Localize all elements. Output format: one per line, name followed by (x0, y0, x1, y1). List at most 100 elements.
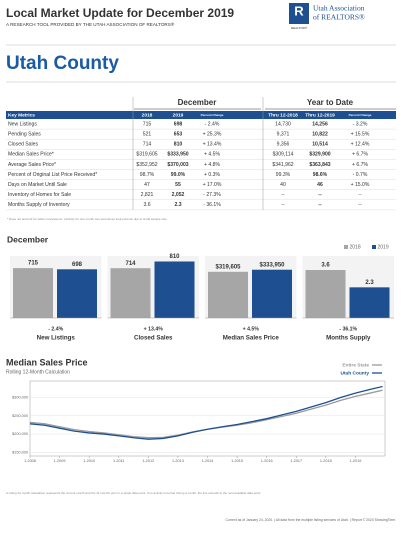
legend-label: 2019 (378, 245, 389, 251)
legend-swatch (344, 245, 348, 249)
legend-label: Utah County (340, 370, 369, 376)
table-cell: 10,822 (312, 131, 328, 137)
table-cell: 14,730 (275, 121, 291, 127)
table-cell: - 36.1% (203, 202, 221, 208)
table-cell: $370,003 (167, 162, 188, 168)
x-tick-label: 1-2015 (231, 459, 243, 463)
table-cell: -- (281, 202, 285, 208)
logo-letter: R (294, 3, 304, 18)
table-cell: $329,900 (309, 152, 330, 158)
table-cell: 98.6% (313, 172, 328, 178)
column-header: Percent Change (349, 113, 372, 117)
value-label: 2.3 (365, 280, 374, 286)
table-cell: 9,371 (277, 131, 290, 137)
chart-title: Median Sales Price (6, 357, 88, 367)
logo-mark (289, 3, 309, 24)
logo-text: of REALTORS® (313, 13, 365, 22)
table-cell: 9,356 (277, 142, 290, 148)
chart-note: A rolling 12-month calculation represent… (6, 491, 261, 495)
value-label: $319,605 (215, 264, 241, 270)
column-header: 2018 (142, 112, 153, 118)
table-cell: -- (318, 192, 322, 198)
table-cell: 46 (317, 182, 323, 188)
x-tick-label: 1-2016 (261, 459, 273, 463)
table-cell: Median Sales Price* (8, 152, 54, 158)
table-cell: $341,962 (272, 162, 293, 168)
table-cell: + 4.8% (204, 162, 220, 168)
bar (13, 268, 53, 318)
logo-text: Utah Association (313, 4, 365, 13)
x-tick-label: 1-2014 (202, 459, 214, 463)
column-header: 2019 (173, 112, 184, 118)
table-cell: + 15.0% (351, 182, 370, 188)
x-tick-label: 1-2009 (54, 459, 66, 463)
bar (252, 269, 292, 318)
table-cell: Average Sales Price* (8, 162, 56, 168)
page-title: Local Market Update for December 2019 (6, 6, 234, 20)
table-cell: Pending Sales (8, 131, 41, 137)
y-tick-label: $200,000 (12, 432, 28, 436)
change-label: - 36.1% (339, 326, 357, 332)
bar (349, 287, 390, 318)
table-cell: + 15.5% (351, 131, 370, 137)
table-cell: 521 (143, 131, 152, 137)
area-title: Utah County (6, 53, 119, 74)
x-tick-label: 1-2013 (172, 459, 184, 463)
table-cell: + 4.5% (204, 152, 220, 158)
series-line (29, 385, 383, 440)
table-cell: 653 (174, 131, 183, 137)
table-cell: Closed Sales (8, 142, 38, 148)
table-cell: -- (318, 202, 322, 208)
legend-label: 2018 (350, 245, 361, 251)
table-cell: - 0.7% (353, 172, 368, 178)
table-cell: - 27.3% (203, 192, 221, 198)
value-label: 715 (28, 261, 39, 267)
table-cell: Inventory of Homes for Sale (8, 192, 71, 198)
category-label: Closed Sales (134, 335, 173, 342)
category-label: Median Sales Price (223, 335, 280, 342)
table-cell: + 6.7% (352, 152, 368, 158)
value-label: 698 (72, 262, 83, 268)
table-header (6, 111, 396, 119)
footer: Current as of January 24, 2020. | All da… (225, 518, 396, 522)
value-label: 810 (169, 254, 180, 260)
bar (208, 271, 248, 318)
table-cell: + 25.3% (203, 131, 222, 137)
table-cell: 40 (280, 182, 286, 188)
page-subtitle: A RESEARCH TOOL PROVIDED BY THE UTAH ASS… (6, 21, 175, 27)
table-cell: -- (358, 202, 362, 208)
category-label: Months Supply (326, 335, 371, 342)
x-tick-label: 1-2018 (320, 459, 332, 463)
table-cell: 98.7% (140, 172, 155, 178)
table-cell: 2.3 (174, 202, 181, 208)
bar (154, 261, 195, 318)
table-cell: - 2.4% (205, 121, 220, 127)
table-cell: 10,514 (312, 142, 328, 148)
x-tick-label: 1-2019 (350, 459, 362, 463)
y-tick-label: $250,000 (12, 414, 28, 418)
table-cell: $319,605 (136, 152, 157, 158)
table-cell: - 3.2% (353, 121, 368, 127)
value-label: 714 (125, 261, 136, 267)
plot-area (29, 380, 386, 457)
column-header: Percent Change (201, 113, 224, 117)
bar (57, 269, 97, 318)
table-cell: + 6.7% (352, 162, 368, 168)
change-label: + 13.4% (144, 326, 164, 332)
table-cell: + 12.4% (351, 142, 370, 148)
table-cell: 14,256 (312, 121, 328, 127)
legend-label: Entire State (342, 362, 369, 368)
table-cell: $333,950 (167, 152, 188, 158)
table-cell: Percent of Original List Price Received* (8, 172, 97, 178)
x-tick-label: 1-2012 (142, 459, 154, 463)
table-cell: + 0.3% (204, 172, 220, 178)
bar (305, 270, 346, 318)
y-tick-label: $300,000 (12, 395, 28, 399)
table-cell: Months Supply of Inventory (8, 202, 70, 208)
table-cell: + 13.4% (203, 142, 222, 148)
table-cell: 2,821 (141, 192, 154, 198)
table-cell: 698 (174, 121, 183, 127)
table-cell: 2,052 (172, 192, 185, 198)
table-cell: 55 (175, 182, 181, 188)
